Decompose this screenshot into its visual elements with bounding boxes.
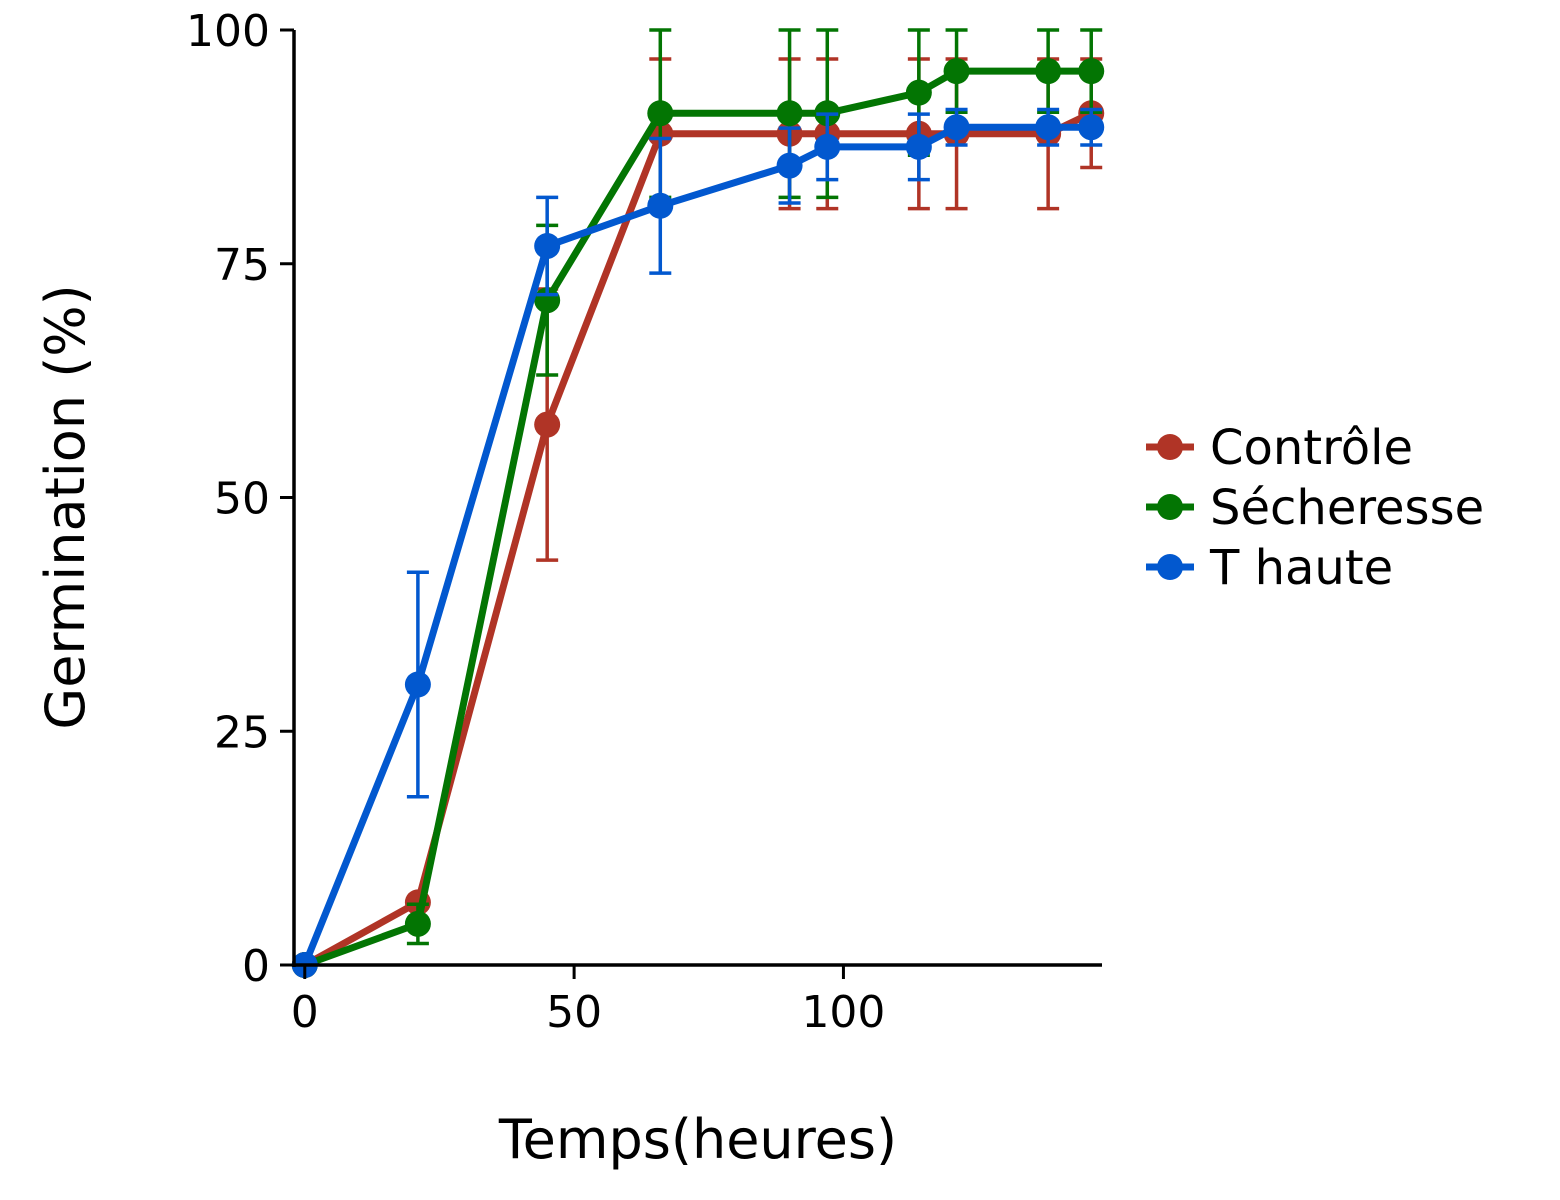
- data-point: [814, 133, 841, 160]
- series-group: [291, 107, 1105, 978]
- data-point: [404, 910, 431, 937]
- data-point: [647, 192, 674, 219]
- data-point: [905, 133, 932, 160]
- plot-area: [291, 28, 1105, 978]
- legend-item: Sécheresse: [1146, 480, 1484, 536]
- legend-label: Contrôle: [1210, 420, 1413, 476]
- axes: 0 50 100 0 25 50 75 100: [186, 6, 1102, 1038]
- data-point: [943, 58, 970, 85]
- legend-label: Sécheresse: [1210, 480, 1484, 536]
- data-point: [943, 114, 970, 141]
- data-point: [776, 100, 803, 127]
- y-tick-label: 75: [214, 240, 270, 291]
- y-tick-label: 0: [242, 941, 270, 992]
- legend-swatch-marker: [1157, 434, 1183, 460]
- y-tick-label: 50: [214, 474, 270, 525]
- y-axis-title: Germination (%): [34, 284, 97, 729]
- x-tick-label: 100: [801, 987, 885, 1038]
- data-point: [1035, 114, 1062, 141]
- y-tick-label: 25: [214, 707, 270, 758]
- series-line: [301, 123, 1092, 967]
- series-error-bars: [406, 107, 1103, 799]
- data-point: [534, 411, 561, 438]
- series-group: [291, 28, 1105, 978]
- legend-item: Contrôle: [1146, 420, 1413, 476]
- data-point: [1078, 114, 1105, 141]
- x-tick-label: 50: [546, 987, 602, 1038]
- data-point: [905, 79, 932, 106]
- data-point: [1035, 58, 1062, 85]
- series-line: [303, 67, 1092, 969]
- legend-swatch-marker: [1157, 554, 1183, 580]
- data-point: [1078, 58, 1105, 85]
- legend-item: T haute: [1146, 540, 1393, 596]
- legend-swatch-marker: [1157, 494, 1183, 520]
- data-point: [404, 671, 431, 698]
- data-point: [776, 152, 803, 179]
- legend-label: T haute: [1209, 540, 1393, 596]
- series-line: [303, 110, 1093, 969]
- data-point: [647, 100, 674, 127]
- x-tick-label: 0: [291, 987, 319, 1038]
- x-axis-title: Temps(heures): [498, 1108, 897, 1171]
- data-point: [534, 232, 561, 259]
- y-tick-label: 100: [186, 6, 270, 57]
